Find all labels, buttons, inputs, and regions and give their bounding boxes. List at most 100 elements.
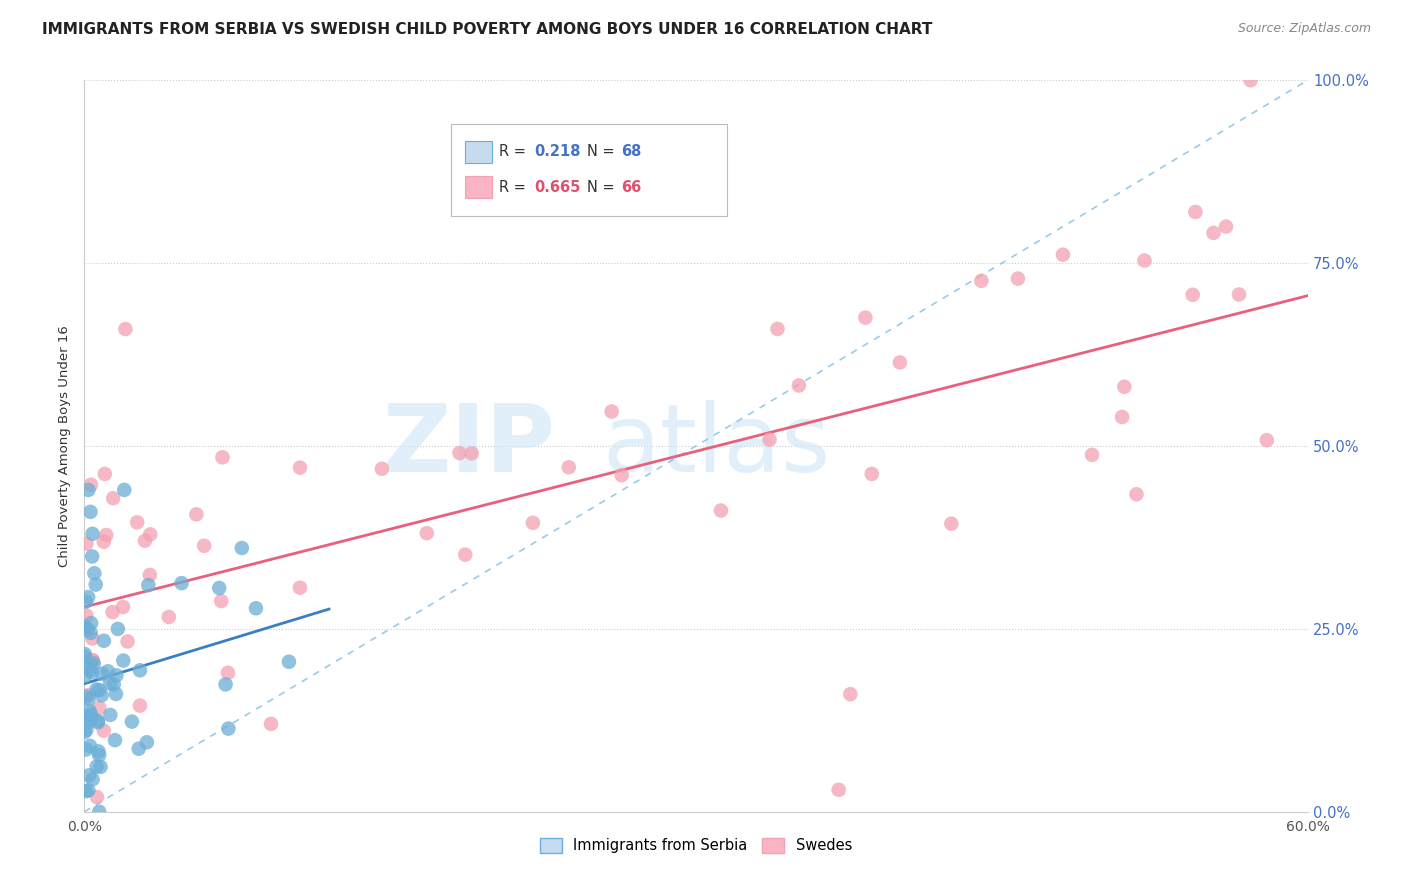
Point [136,578,159,592]
Point [87,744,110,758]
Text: N =: N = [588,145,620,160]
Point [87,683,110,698]
Point [75,690,97,704]
Bar [465,141,492,163]
Point [83,566,105,581]
Point [710,503,733,517]
Point [79,657,101,672]
Text: N =: N = [588,179,620,194]
Point [90,760,112,774]
Point [828,782,851,797]
Point [89,700,111,714]
Point [1114,380,1136,394]
Point [80,712,103,726]
Point [87,714,110,728]
Point [522,516,544,530]
Point [77,590,100,604]
Point [93,723,115,738]
Point [461,446,484,460]
Point [73,620,96,634]
Point [93,633,115,648]
Point [75,742,97,756]
Point [558,460,581,475]
Text: 0.218: 0.218 [534,145,581,160]
Point [87,715,110,730]
Point [89,747,111,762]
Point [1052,248,1074,262]
Point [127,516,149,530]
Point [1239,73,1261,87]
Point [114,322,136,336]
Point [80,707,103,722]
Point [449,446,471,460]
Point [214,677,236,691]
Point [96,528,118,542]
Text: 68: 68 [621,145,641,160]
Point [1007,271,1029,285]
Point [83,657,105,671]
Point [76,623,98,637]
Point [853,310,876,325]
Point [89,805,111,819]
Point [73,649,96,664]
Point [86,759,108,773]
Point [75,536,97,550]
Point [1202,226,1225,240]
Point [600,404,623,418]
Point [129,698,152,713]
Point [103,677,125,691]
Point [77,692,100,706]
Text: IMMIGRANTS FROM SERBIA VS SWEDISH CHILD POVERTY AMONG BOYS UNDER 16 CORRELATION : IMMIGRANTS FROM SERBIA VS SWEDISH CHILD … [42,22,932,37]
Point [139,527,162,541]
Point [79,739,101,753]
Point [766,322,789,336]
Point [97,665,120,679]
Point [139,567,162,582]
Point [134,533,156,548]
Text: atlas: atlas [602,400,831,492]
Text: 0.665: 0.665 [534,179,581,194]
Point [80,477,103,491]
Point [211,450,233,465]
Point [82,549,104,564]
Point [889,355,911,369]
Point [416,526,439,541]
Text: 66: 66 [621,179,641,194]
Point [1181,287,1204,301]
Point [371,462,394,476]
Point [1256,433,1278,447]
FancyBboxPatch shape [451,124,727,216]
Point [73,647,96,661]
Point [112,483,135,497]
Point [79,663,101,677]
Point [75,723,97,737]
Point [1081,448,1104,462]
Point [117,634,139,648]
Y-axis label: Child Poverty Among Boys Under 16: Child Poverty Among Boys Under 16 [58,325,72,567]
Point [107,622,129,636]
Point [278,655,301,669]
Point [186,508,208,522]
Point [73,725,96,739]
Point [1184,205,1206,219]
Point [73,669,96,683]
Point [82,653,104,667]
Point [91,666,114,681]
Point [101,605,124,619]
Point [75,594,97,608]
Point [84,577,107,591]
Point [135,735,157,749]
Point [128,741,150,756]
Point [121,714,143,729]
Point [217,722,239,736]
Point [105,668,128,682]
Point [77,768,100,782]
Point [157,610,180,624]
Point [82,653,104,667]
Point [839,687,862,701]
Point [82,526,104,541]
Point [104,687,127,701]
Point [82,772,104,787]
Point [787,378,810,392]
Text: R =: R = [499,145,530,160]
